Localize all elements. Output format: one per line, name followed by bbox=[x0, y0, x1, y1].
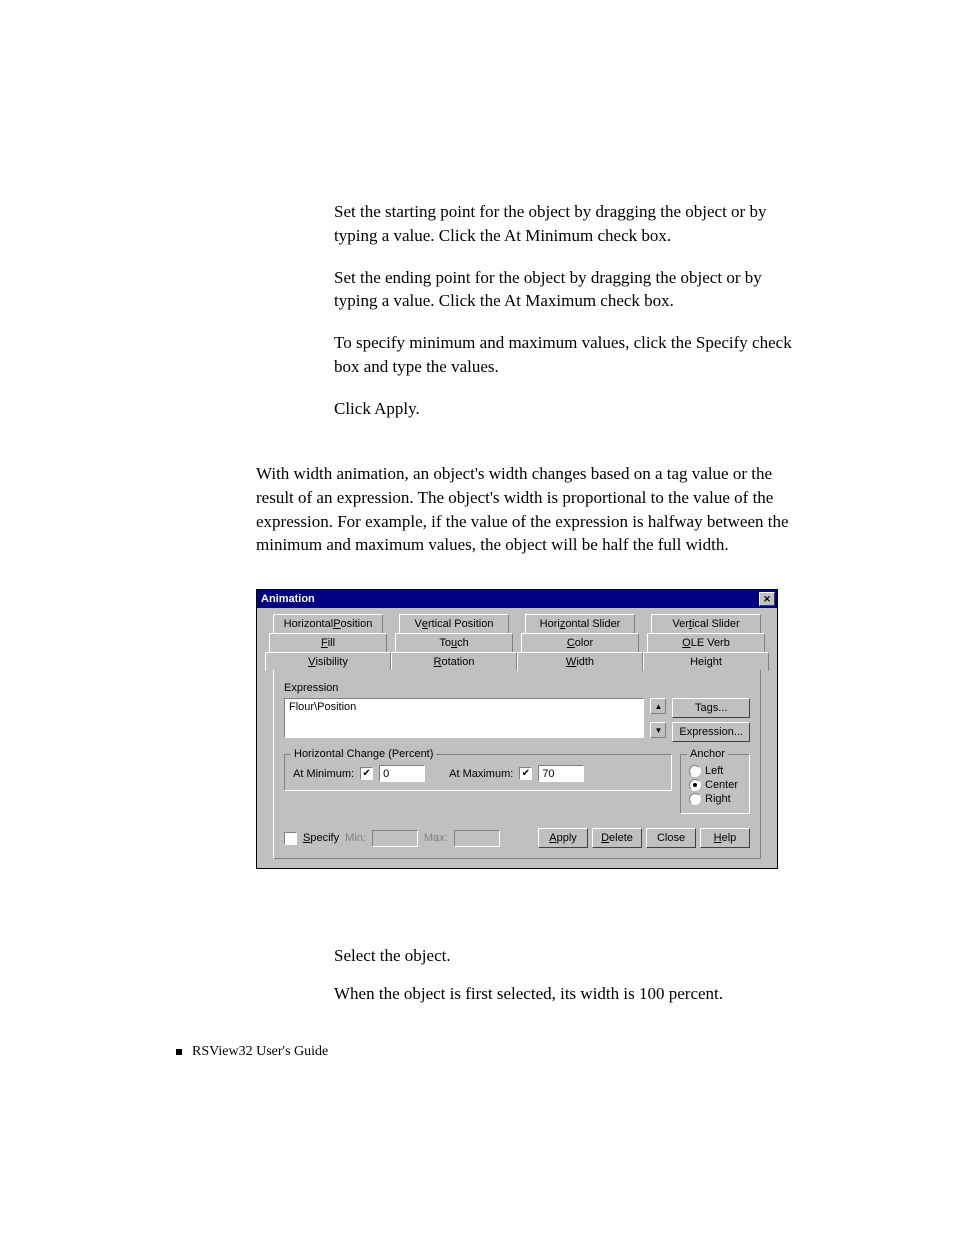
paragraph-click-apply: Click Apply. bbox=[334, 397, 794, 421]
expression-input[interactable]: Flour\Position bbox=[284, 698, 644, 738]
scroll-up-icon[interactable]: ▲ bbox=[650, 698, 666, 714]
at-minimum-checkbox[interactable]: ✔ bbox=[360, 767, 373, 780]
footer-bullet-icon bbox=[176, 1049, 182, 1055]
anchor-center-radio[interactable] bbox=[689, 779, 701, 791]
at-minimum-input[interactable] bbox=[379, 765, 425, 782]
anchor-right-radio[interactable] bbox=[689, 793, 701, 805]
close-icon[interactable]: ✕ bbox=[759, 592, 775, 606]
dialog-titlebar: Animation ✕ bbox=[257, 590, 777, 608]
max-label: Max: bbox=[424, 832, 448, 844]
specify-label: Specify bbox=[303, 832, 339, 844]
tab-vertical-position[interactable]: Vertical Position bbox=[399, 614, 509, 633]
apply-button[interactable]: Apply bbox=[538, 828, 588, 848]
at-minimum-label: At Minimum: bbox=[293, 768, 354, 780]
close-button[interactable]: Close bbox=[646, 828, 696, 848]
min-input bbox=[372, 830, 418, 847]
horizontal-change-title: Horizontal Change (Percent) bbox=[291, 748, 436, 760]
at-maximum-label: At Maximum: bbox=[449, 768, 513, 780]
anchor-center-label: Center bbox=[705, 779, 738, 791]
tab-height[interactable]: Height bbox=[643, 652, 769, 671]
paragraph-specify: To specify minimum and maximum values, c… bbox=[334, 331, 794, 379]
help-button[interactable]: Help bbox=[700, 828, 750, 848]
dialog-title: Animation bbox=[261, 593, 315, 605]
tab-width[interactable]: Width bbox=[517, 652, 643, 671]
tab-ole-verb[interactable]: OLE Verb bbox=[647, 633, 765, 652]
tab-rotation[interactable]: Rotation bbox=[391, 652, 517, 671]
anchor-title: Anchor bbox=[687, 748, 728, 760]
anchor-left-label: Left bbox=[705, 765, 723, 777]
expression-label: Expression bbox=[284, 682, 750, 694]
scroll-down-icon[interactable]: ▼ bbox=[650, 722, 666, 738]
tags-button[interactable]: Tags... bbox=[672, 698, 750, 718]
step-width-100: When the object is first selected, its w… bbox=[334, 982, 794, 1006]
step-select-object: Select the object. bbox=[334, 944, 794, 968]
specify-checkbox[interactable] bbox=[284, 832, 297, 845]
tab-vertical-slider[interactable]: Vertical Slider bbox=[651, 614, 761, 633]
paragraph-start-point: Set the starting point for the object by… bbox=[334, 200, 794, 248]
tab-panel-width: Expression Flour\Position ▲ ▼ Tags... Ex… bbox=[273, 670, 761, 859]
animation-dialog: Animation ✕ Horizontal Position Vertical… bbox=[256, 589, 778, 869]
page-footer: RSView32 User's Guide bbox=[176, 1044, 328, 1060]
tab-fill[interactable]: Fill bbox=[269, 633, 387, 652]
intro-paragraph: With width animation, an object's width … bbox=[256, 462, 794, 557]
paragraph-end-point: Set the ending point for the object by d… bbox=[334, 266, 794, 314]
expression-button[interactable]: Expression... bbox=[672, 722, 750, 742]
delete-button[interactable]: Delete bbox=[592, 828, 642, 848]
min-label: Min: bbox=[345, 832, 366, 844]
footer-text: RSView32 User's Guide bbox=[192, 1044, 328, 1060]
anchor-left-radio[interactable] bbox=[689, 765, 701, 777]
tab-horizontal-slider[interactable]: Horizontal Slider bbox=[525, 614, 635, 633]
tab-container: Horizontal Position Vertical Position Ho… bbox=[257, 608, 777, 860]
anchor-right-label: Right bbox=[705, 793, 731, 805]
expression-scrollbar[interactable]: ▲ ▼ bbox=[650, 698, 666, 738]
tab-touch[interactable]: Touch bbox=[395, 633, 513, 652]
at-maximum-checkbox[interactable]: ✔ bbox=[519, 767, 532, 780]
at-maximum-input[interactable] bbox=[538, 765, 584, 782]
tab-horizontal-position[interactable]: Horizontal Position bbox=[273, 614, 383, 633]
anchor-group: Anchor Left Center bbox=[680, 754, 750, 814]
tab-color[interactable]: Color bbox=[521, 633, 639, 652]
tab-visibility[interactable]: Visibility bbox=[265, 652, 391, 671]
max-input bbox=[454, 830, 500, 847]
horizontal-change-group: Horizontal Change (Percent) At Minimum: … bbox=[284, 754, 672, 791]
